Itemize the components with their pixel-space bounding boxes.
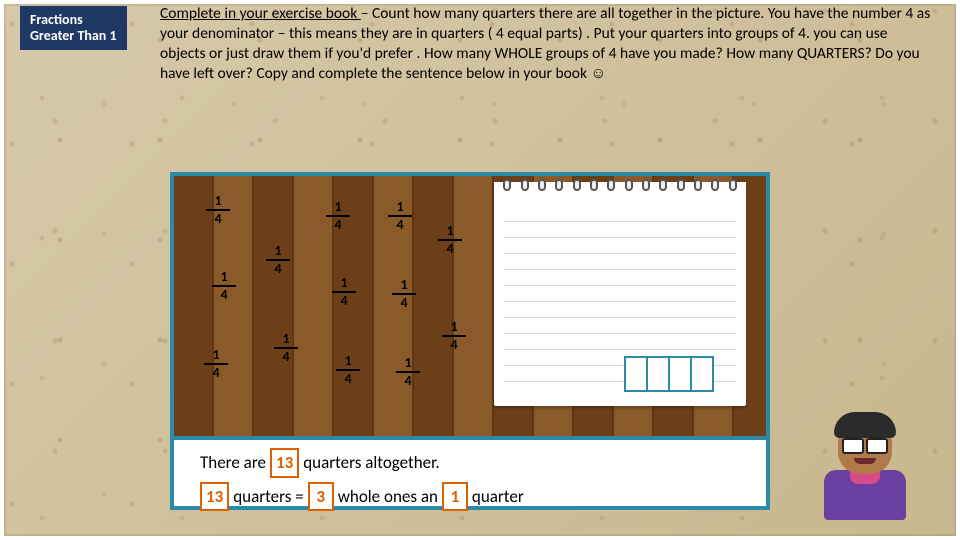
notepad-binding (494, 178, 746, 192)
sentence-2: 13 quarters = 3 whole ones an 1 quarter (200, 482, 740, 512)
notepad-ring (503, 179, 511, 191)
notepad-ring (573, 179, 581, 191)
s2-t3: quarter (472, 484, 524, 510)
fraction-tile: 14 (438, 224, 462, 256)
answer-box (690, 356, 714, 392)
activity-stage: 14 14 14 14 14 14 14 14 14 14 14 14 14 (170, 172, 770, 440)
avatar-glasses (842, 438, 888, 452)
fraction-tile: 14 (442, 320, 466, 352)
notepad-ring (555, 179, 563, 191)
s1-pre: There are (200, 450, 266, 476)
notepad-ring (538, 179, 546, 191)
sentence-area: There are 13 quarters altogether. 13 qua… (200, 448, 740, 515)
teacher-avatar (810, 412, 920, 522)
notepad-ring (590, 179, 598, 191)
s2-blank1: 13 (200, 482, 229, 512)
fraction-tile: 14 (266, 244, 290, 276)
notepad-ring (521, 179, 529, 191)
notepad-ring (607, 179, 615, 191)
notepad-ring (642, 179, 650, 191)
fraction-tile: 14 (212, 270, 236, 302)
s2-t1: quarters = (233, 484, 304, 510)
s1-blank: 13 (270, 448, 299, 478)
s2-blank2: 3 (308, 482, 334, 512)
chip-line1: Fractions (30, 11, 83, 28)
fraction-tile: 14 (206, 194, 230, 226)
answer-boxes (626, 356, 714, 392)
answer-box (624, 356, 648, 392)
notepad-ring (711, 179, 719, 191)
title-chip: Fractions Greater Than 1 (20, 6, 127, 50)
instruction-lead: Complete in your exercise book (160, 4, 361, 23)
chip-line2: Greater Than 1 (30, 27, 117, 44)
fraction-tile: 14 (392, 278, 416, 310)
answer-box (646, 356, 670, 392)
fraction-tile: 14 (336, 354, 360, 386)
fraction-tile: 14 (204, 348, 228, 380)
s2-blank3: 1 (442, 482, 468, 512)
avatar-mouth (854, 458, 876, 464)
notepad-ring (694, 179, 702, 191)
notepad-ring (729, 179, 737, 191)
answer-box (668, 356, 692, 392)
fraction-tile: 14 (332, 276, 356, 308)
instruction-text: Complete in your exercise book – Count h… (160, 4, 936, 85)
fraction-tile: 14 (396, 356, 420, 388)
fraction-tile: 14 (274, 332, 298, 364)
notepad-ring (677, 179, 685, 191)
fraction-tile: 14 (388, 200, 412, 232)
notepad (494, 182, 746, 406)
s2-t2: whole ones an (338, 484, 438, 510)
avatar-hair (834, 412, 896, 438)
s1-post: quarters altogether. (303, 450, 439, 476)
notepad-ring (659, 179, 667, 191)
sentence-1: There are 13 quarters altogether. (200, 448, 740, 478)
fraction-tile: 14 (326, 200, 350, 232)
notepad-ring (625, 179, 633, 191)
